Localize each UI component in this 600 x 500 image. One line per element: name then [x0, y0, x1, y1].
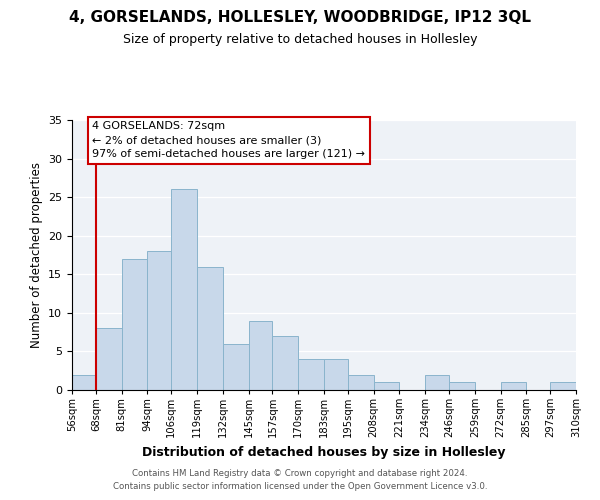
Text: 4, GORSELANDS, HOLLESLEY, WOODBRIDGE, IP12 3QL: 4, GORSELANDS, HOLLESLEY, WOODBRIDGE, IP… [69, 10, 531, 25]
Bar [148, 251, 171, 390]
X-axis label: Distribution of detached houses by size in Hollesley: Distribution of detached houses by size … [142, 446, 506, 458]
Text: Contains HM Land Registry data © Crown copyright and database right 2024.: Contains HM Land Registry data © Crown c… [132, 468, 468, 477]
Bar [96, 328, 122, 390]
Bar [171, 190, 197, 390]
Bar [500, 382, 526, 390]
Bar [449, 382, 475, 390]
Bar [348, 374, 374, 390]
Text: Contains public sector information licensed under the Open Government Licence v3: Contains public sector information licen… [113, 482, 487, 491]
Bar [122, 259, 148, 390]
Bar [272, 336, 298, 390]
Bar [248, 320, 272, 390]
Bar [425, 374, 449, 390]
Bar [324, 359, 348, 390]
Bar [72, 374, 96, 390]
Bar [197, 266, 223, 390]
Bar [223, 344, 248, 390]
Bar [550, 382, 576, 390]
Text: Size of property relative to detached houses in Hollesley: Size of property relative to detached ho… [123, 32, 477, 46]
Bar [374, 382, 400, 390]
Bar [298, 359, 324, 390]
Y-axis label: Number of detached properties: Number of detached properties [29, 162, 43, 348]
Text: 4 GORSELANDS: 72sqm
← 2% of detached houses are smaller (3)
97% of semi-detached: 4 GORSELANDS: 72sqm ← 2% of detached hou… [92, 122, 365, 160]
